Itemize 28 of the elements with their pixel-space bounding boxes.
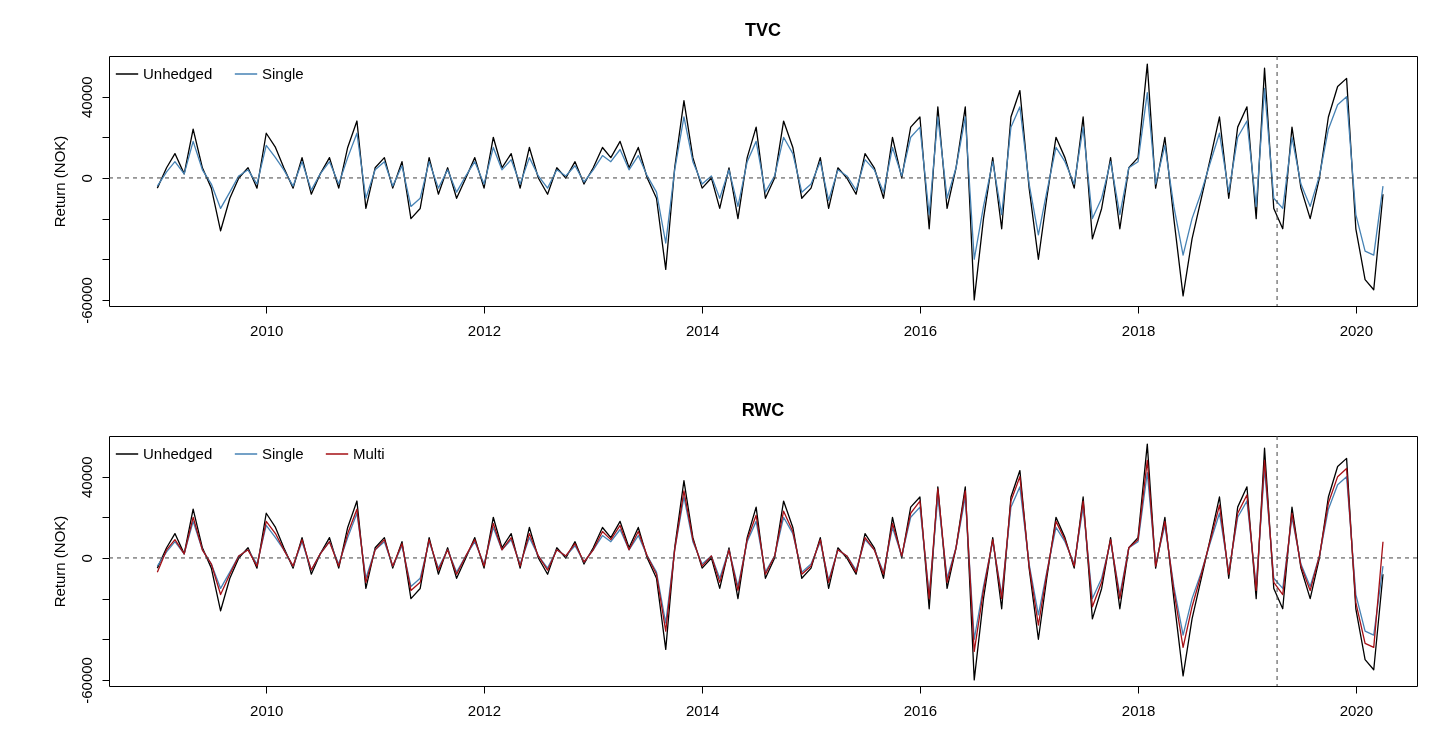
- legend-label: Unhedged: [143, 445, 213, 462]
- x-tick-label: 2020: [1339, 701, 1374, 719]
- x-tick-label: 2014: [685, 321, 720, 339]
- chart-title: TVC: [745, 19, 781, 40]
- x-tick-label: 2016: [903, 701, 938, 719]
- y-tick-label: 40000: [77, 456, 95, 499]
- legend-label: Unhedged: [143, 65, 213, 82]
- x-tick-label: 2010: [250, 701, 284, 719]
- x-tick-label: 2014: [685, 701, 720, 719]
- x-tick-label: 2010: [250, 321, 284, 339]
- x-tick-label: 2012: [467, 321, 502, 339]
- x-tick-label: 2020: [1339, 321, 1374, 339]
- y-tick-label: -60000: [77, 657, 95, 704]
- line-series: [156, 87, 1384, 260]
- legend-label: Single: [262, 65, 304, 82]
- y-tick-label: 40000: [77, 76, 95, 119]
- y-tick-label: 0: [77, 174, 95, 183]
- x-tick-label: 2018: [1121, 701, 1156, 719]
- x-tick-label: 2016: [903, 321, 938, 339]
- legend-label: Multi: [353, 445, 385, 462]
- x-tick-label: 2018: [1121, 321, 1156, 339]
- y-axis-title: Return (NOK): [50, 135, 68, 228]
- chart-title: RWC: [741, 399, 785, 420]
- y-axis-title: Return (NOK): [50, 515, 68, 608]
- legend-label: Single: [262, 445, 304, 462]
- y-tick-label: 0: [77, 554, 95, 563]
- y-tick-label: -60000: [77, 277, 95, 324]
- x-tick-label: 2012: [467, 701, 502, 719]
